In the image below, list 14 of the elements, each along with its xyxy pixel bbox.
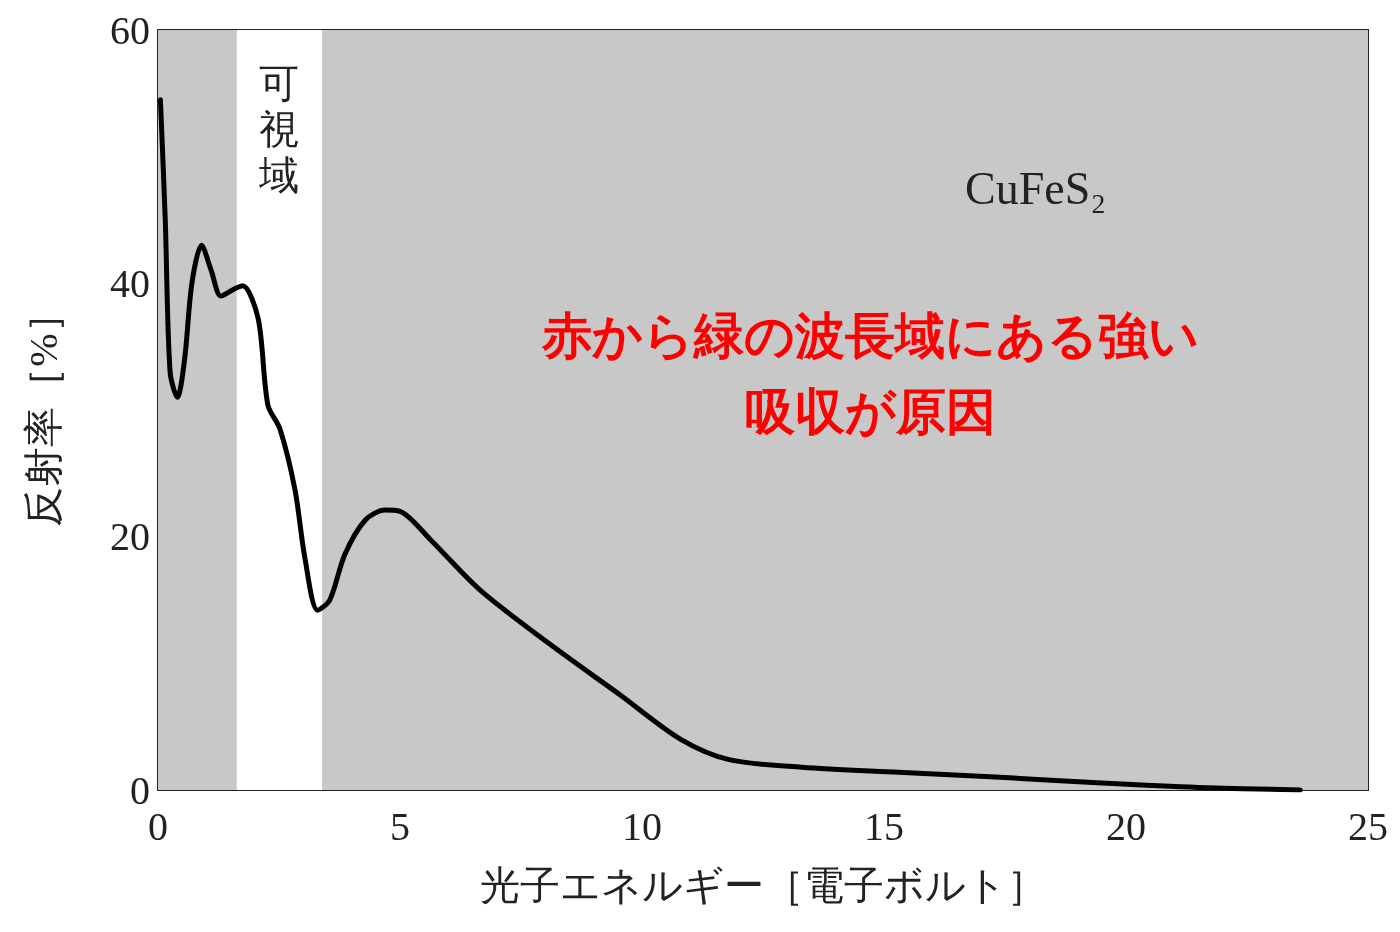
x-tick-label: 5: [390, 803, 410, 849]
y-tick-label: 60: [110, 7, 150, 53]
x-tick-label: 15: [864, 803, 904, 849]
x-tick-label: 20: [1106, 803, 1146, 849]
y-tick-label: 20: [110, 514, 150, 560]
x-tick-label: 25: [1348, 803, 1388, 849]
x-axis-title: 光子エネルギー［電子ボルト］: [479, 862, 1047, 908]
y-axis-title: 反射率［%］: [20, 293, 66, 527]
annotation: 赤から緑の波長域にある強い吸収が原因: [540, 307, 1199, 441]
band-label: 可視域: [258, 60, 300, 198]
y-tick-label: 40: [110, 260, 150, 306]
y-tick-label: 0: [130, 767, 150, 813]
x-tick-label: 10: [622, 803, 662, 849]
annotation: CuFeS₂: [965, 162, 1107, 214]
